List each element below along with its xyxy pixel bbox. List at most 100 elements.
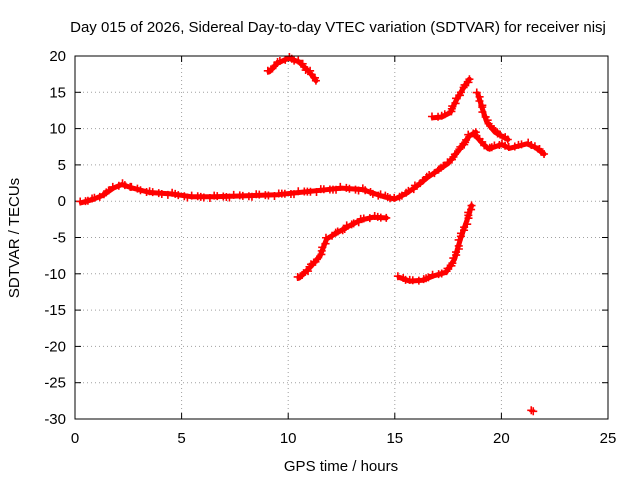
data-point <box>390 193 399 202</box>
data-point <box>437 269 446 278</box>
data-point <box>321 233 330 242</box>
data-point <box>345 184 354 193</box>
grid <box>75 56 608 419</box>
data-point <box>414 276 423 285</box>
x-tick-label: 0 <box>71 430 79 447</box>
series-lower-right-arc <box>393 201 476 285</box>
data-point <box>397 191 406 200</box>
data-point <box>270 62 279 71</box>
y-tick-label: -10 <box>44 266 66 283</box>
data-point <box>281 55 290 64</box>
data-point <box>127 182 136 191</box>
data-point <box>361 186 370 195</box>
data-point <box>443 158 452 167</box>
data-point <box>163 190 172 199</box>
data-point <box>393 272 402 281</box>
data-point <box>424 273 433 282</box>
data-point <box>465 75 474 84</box>
data-point <box>275 56 284 65</box>
data-point <box>270 192 279 201</box>
data-point <box>312 187 321 196</box>
data-point <box>311 76 320 85</box>
data-point <box>418 176 427 185</box>
data-point <box>148 188 157 197</box>
data-point <box>306 260 315 269</box>
data-point <box>463 220 472 229</box>
x-axis-label: GPS time / hours <box>284 458 398 475</box>
ticks: 0 5 10 15 20 25 20 15 10 5 0 -5 -10 -15 -20 -25 -30 <box>44 48 616 447</box>
chart-title: Day 015 of 2026, Sidereal Day-to-day VTE… <box>70 19 606 36</box>
data-point <box>304 267 313 276</box>
data-point <box>376 190 385 199</box>
data-point <box>120 181 129 190</box>
data-point <box>456 88 465 97</box>
x-tick-label: 20 <box>493 430 510 447</box>
data-point <box>108 182 117 191</box>
data-point <box>294 56 303 65</box>
data-point <box>510 142 519 151</box>
data-point <box>368 189 377 198</box>
data-point <box>517 140 526 149</box>
data-point <box>478 108 487 117</box>
data-point <box>410 181 419 190</box>
y-tick-label: 20 <box>49 48 66 65</box>
data-point <box>540 150 549 159</box>
y-tick-label: 0 <box>58 193 66 210</box>
data-points <box>76 52 549 416</box>
y-axis-label: SDTVAR / TECUs <box>6 178 23 298</box>
data-point <box>483 116 492 125</box>
data-point <box>183 193 192 202</box>
data-point <box>293 272 302 281</box>
y-tick-label: 5 <box>58 157 66 174</box>
data-point <box>501 141 510 150</box>
data-point <box>470 130 479 139</box>
x-tick-label: 15 <box>386 430 403 447</box>
series-late-cluster <box>470 130 549 159</box>
data-point <box>289 190 298 199</box>
data-point <box>448 259 457 268</box>
x-tick-label: 10 <box>280 430 297 447</box>
data-point <box>332 185 341 194</box>
data-point <box>382 213 391 222</box>
data-point <box>174 191 183 200</box>
y-tick-label: -25 <box>44 375 66 392</box>
data-point <box>247 192 256 201</box>
data-point <box>333 227 342 236</box>
data-point <box>225 193 234 202</box>
data-point <box>342 221 351 230</box>
y-tick-label: -5 <box>53 230 66 247</box>
series-main-trace <box>76 128 480 206</box>
x-tick-label: 5 <box>177 430 185 447</box>
data-point <box>450 150 459 159</box>
y-tick-label: 15 <box>49 84 66 101</box>
series-upper-arc <box>263 52 320 85</box>
plot-border <box>74 55 609 420</box>
y-tick-label: 10 <box>49 121 66 138</box>
data-point <box>336 182 345 191</box>
data-point <box>104 186 113 195</box>
data-point <box>462 135 471 144</box>
x-tick-label: 25 <box>600 430 617 447</box>
series-lower-left-arc <box>293 211 391 281</box>
data-point <box>83 196 92 205</box>
data-point <box>527 141 536 150</box>
data-point <box>472 88 481 97</box>
data-point <box>434 112 443 121</box>
data-point <box>90 193 99 202</box>
data-point <box>467 201 476 210</box>
data-point <box>157 189 166 198</box>
data-point <box>530 142 539 151</box>
y-tick-label: -30 <box>44 411 66 428</box>
data-point <box>263 66 272 75</box>
data-point <box>480 141 489 150</box>
data-point <box>496 130 505 139</box>
data-point <box>95 192 104 201</box>
data-point <box>299 269 308 278</box>
data-point <box>136 186 145 195</box>
data-point <box>205 194 214 203</box>
data-point <box>306 66 315 75</box>
data-point <box>307 70 316 79</box>
data-point <box>349 219 358 228</box>
